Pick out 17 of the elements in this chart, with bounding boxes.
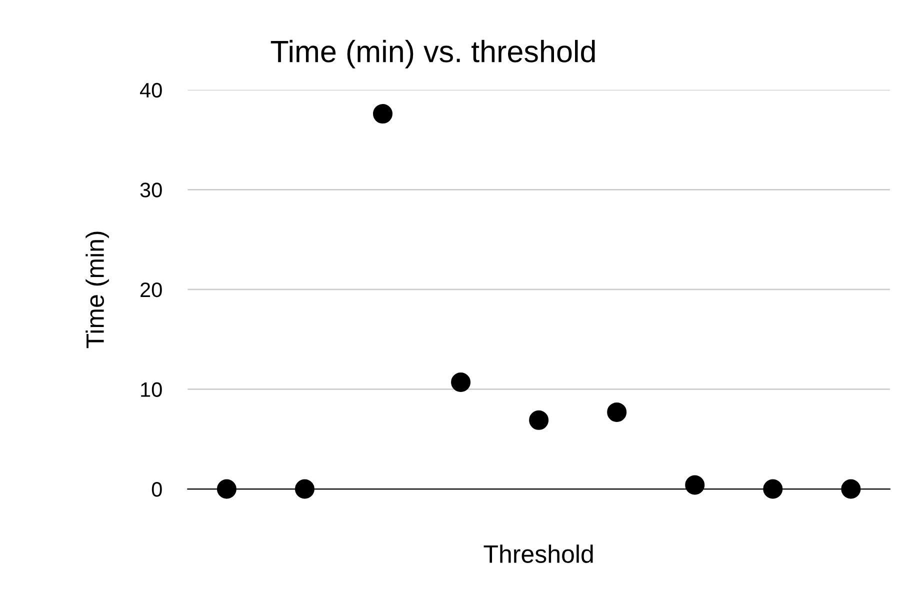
y-tick-label: 10 [141, 382, 162, 397]
point [373, 104, 392, 124]
y-axis-title: Time (min) [86, 232, 109, 348]
point [763, 479, 783, 499]
chart-title: Time (min) vs. threshold [270, 40, 595, 68]
y-tick-label: 40 [140, 82, 162, 98]
point [294, 479, 314, 499]
point [841, 479, 861, 499]
point [607, 402, 627, 422]
point [685, 475, 705, 495]
x-axis-title: Threshold [484, 544, 593, 563]
y-tick-label: 0 [152, 482, 162, 497]
point [529, 410, 549, 430]
point [451, 372, 471, 392]
y-tick-label: 30 [140, 182, 162, 198]
y-tick-label: 20 [140, 282, 162, 298]
point [216, 479, 236, 499]
